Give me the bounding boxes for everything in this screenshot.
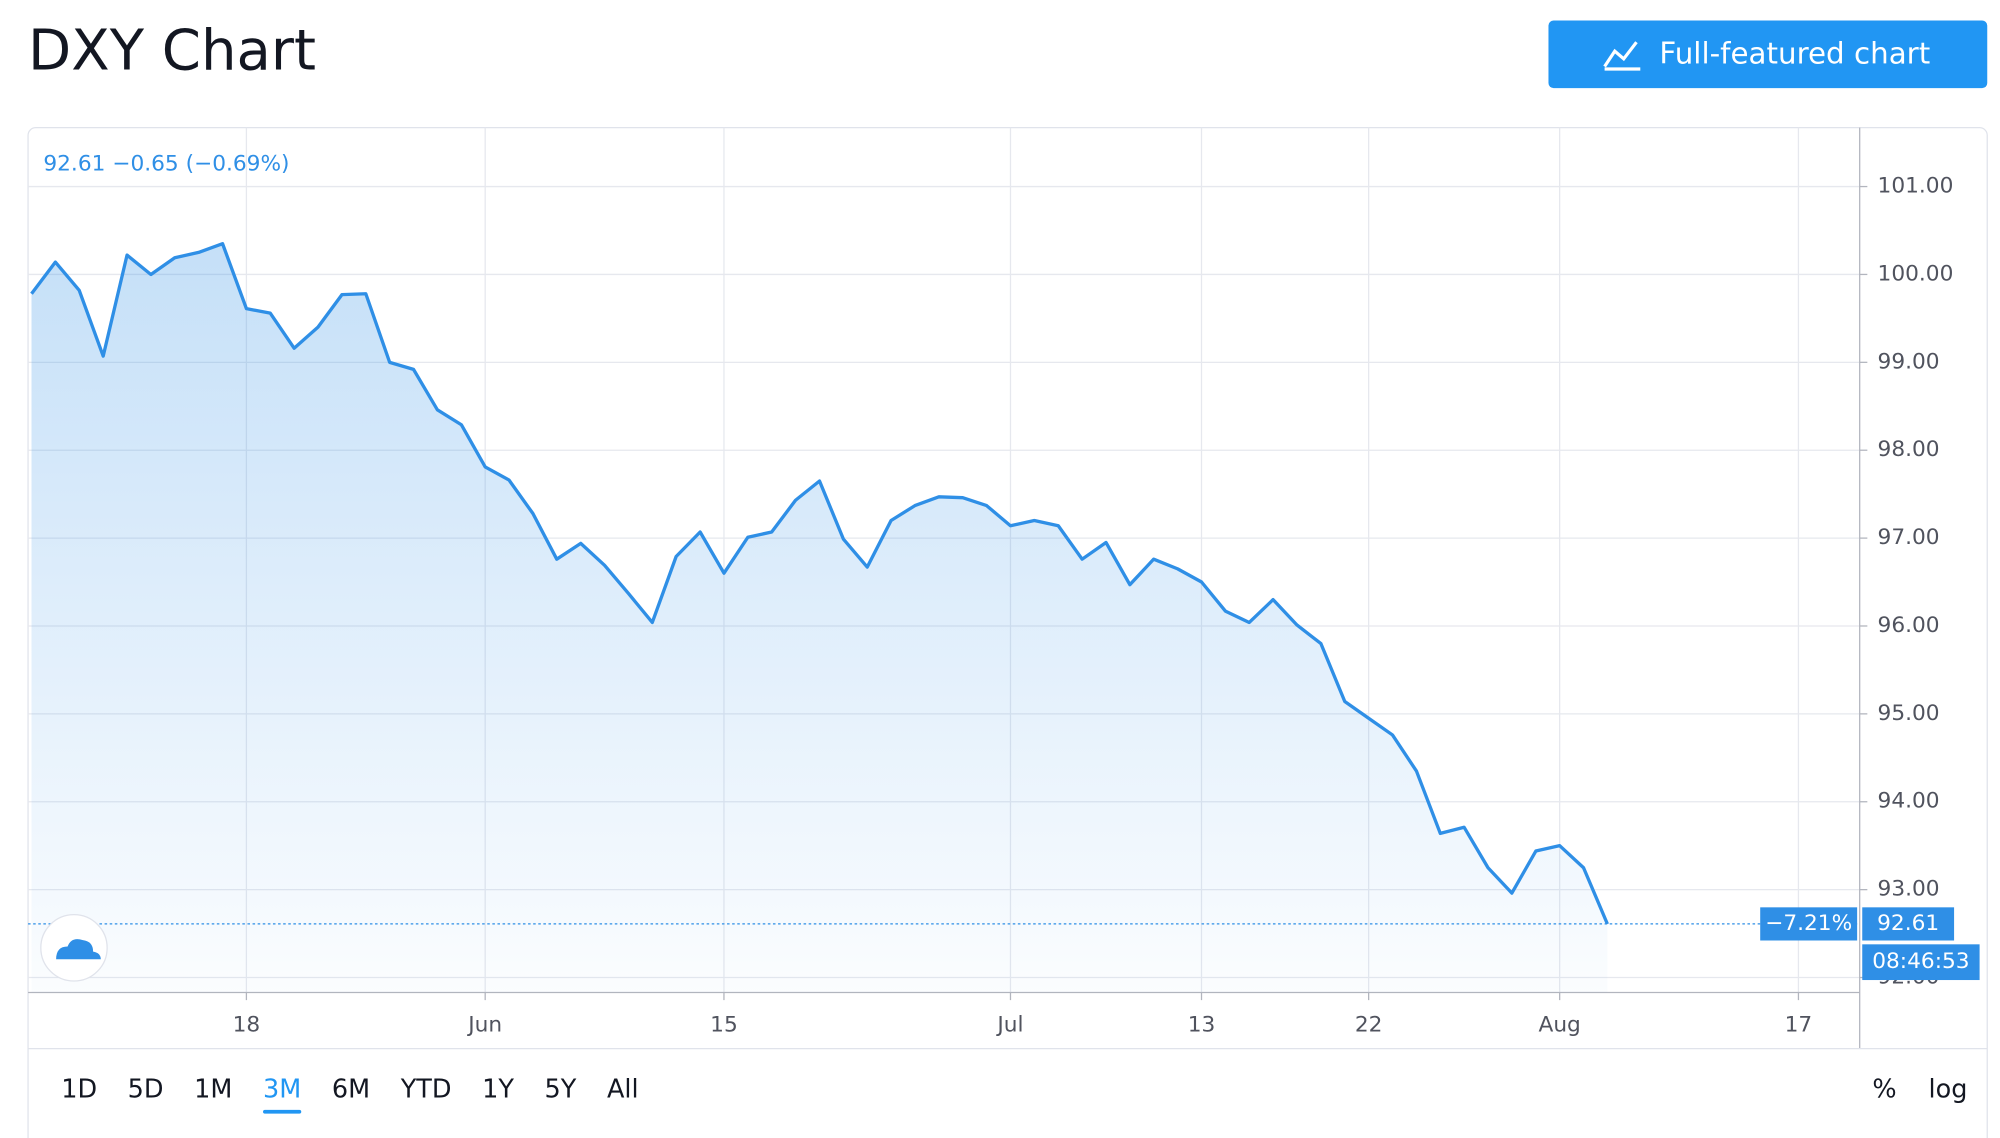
y-tick-label: 100.00 — [1878, 261, 1954, 286]
option-button[interactable]: % — [1872, 1075, 1896, 1105]
countdown-label: 08:46:53 — [1872, 949, 1969, 974]
button-label[interactable]: Full-featured chart — [1659, 36, 1930, 70]
price-label: 92.61 — [1877, 911, 1939, 936]
x-tick-label: 13 — [1188, 1013, 1216, 1038]
legend-text: 92.61 −0.65 (−0.69%) — [43, 152, 289, 177]
price-badge — [1862, 907, 1955, 941]
logo-cloud — [56, 939, 101, 960]
range-button[interactable]: 1M — [194, 1075, 232, 1105]
countdown-badge — [1862, 944, 1980, 981]
range-button[interactable]: 1D — [61, 1075, 97, 1105]
range-button[interactable]: 1Y — [482, 1075, 514, 1105]
y-tick-label: 94.00 — [1878, 789, 1940, 814]
full-chart-button[interactable]: Full-featured chart — [1548, 20, 1988, 89]
x-tick-label: Jul — [995, 1013, 1023, 1038]
plot: 92.0093.0094.0095.0096.0097.0098.0099.00… — [28, 127, 1980, 1049]
page-title: DXY Chart — [28, 18, 316, 83]
y-tick-label: 101.00 — [1878, 174, 1954, 199]
x-tick-label: 22 — [1355, 1013, 1383, 1038]
logo — [40, 914, 108, 982]
range-button[interactable]: 6M — [332, 1075, 370, 1105]
x-tick-label: Jun — [466, 1013, 502, 1038]
toolbar: 1D 5D 1M 3M 6M YTD 1Y 5Y All% log — [61, 1075, 1967, 1114]
change-label: −7.21% — [1765, 911, 1852, 936]
x-tick-label: 17 — [1785, 1013, 1813, 1038]
y-tick-label: 99.00 — [1878, 349, 1940, 374]
range-button[interactable]: All — [607, 1075, 639, 1105]
y-tick-label: 97.00 — [1878, 525, 1940, 550]
range-active-underline — [263, 1109, 302, 1114]
y-tick-label: 93.00 — [1878, 877, 1940, 902]
range-button[interactable]: 5D — [128, 1075, 164, 1105]
y-tick-label: 98.00 — [1878, 437, 1940, 462]
range-button[interactable]: 5Y — [545, 1075, 577, 1105]
price-line — [30, 242, 1609, 925]
range-button[interactable]: 3M — [263, 1075, 301, 1105]
y-tick-label: 96.00 — [1878, 613, 1940, 638]
x-tick-label: 15 — [710, 1013, 738, 1038]
change-badge — [1760, 907, 1858, 941]
x-tick-label: Aug — [1539, 1013, 1581, 1038]
button-icon — [1603, 41, 1641, 71]
y-tick-label: 95.00 — [1878, 701, 1940, 726]
option-button[interactable]: log — [1929, 1075, 1968, 1105]
x-tick-label: 18 — [233, 1013, 261, 1038]
button-bg[interactable] — [1548, 20, 1988, 89]
chart-frame — [27, 127, 1988, 1138]
range-button[interactable]: YTD — [400, 1075, 452, 1105]
area-fill — [31, 243, 1608, 993]
